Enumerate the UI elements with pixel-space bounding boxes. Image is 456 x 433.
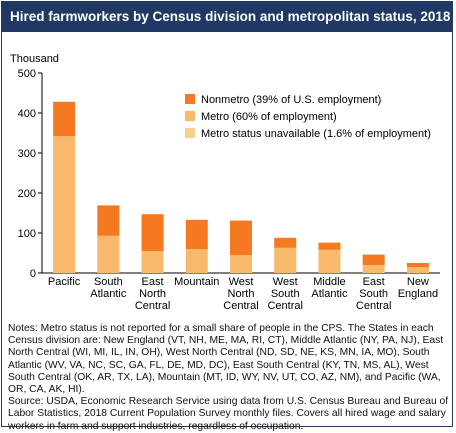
legend-label: Metro (60% of employment) bbox=[201, 111, 337, 123]
x-tick-label-line: Pacific bbox=[48, 276, 81, 288]
bar-segment bbox=[363, 255, 385, 265]
bar-segment bbox=[142, 251, 164, 273]
x-tick-label-line: East bbox=[142, 276, 164, 288]
x-tick-label-line: Mountain bbox=[174, 276, 219, 288]
bar-segment bbox=[186, 220, 208, 249]
legend-swatch bbox=[185, 94, 195, 104]
x-tick-label-line: Atlantic bbox=[311, 288, 348, 300]
bar-segment bbox=[186, 249, 208, 273]
bar-segment bbox=[142, 214, 164, 251]
x-tick-label-line: Central bbox=[356, 300, 391, 312]
legend-swatch bbox=[185, 111, 195, 121]
x-tick-label-line: Atlantic bbox=[90, 288, 127, 300]
x-tick-label-line: Central bbox=[135, 300, 170, 312]
y-tick-label: 100 bbox=[18, 228, 36, 240]
legend-swatch bbox=[185, 128, 195, 138]
bar-segment bbox=[53, 136, 75, 273]
bar-segment bbox=[274, 238, 296, 248]
legend-label: Metro status unavailable (1.6% of employ… bbox=[201, 128, 431, 140]
y-tick-label: 400 bbox=[18, 108, 36, 120]
x-tick-label-line: Central bbox=[267, 300, 302, 312]
x-tick-label-line: South bbox=[94, 276, 123, 288]
x-tick-label-line: New bbox=[407, 276, 429, 288]
x-tick-label: South Atlantic bbox=[90, 276, 127, 300]
x-tick-label-line: West bbox=[229, 276, 254, 288]
x-tick-label: Middle Atlantic bbox=[311, 276, 348, 300]
x-tick-label-line: East bbox=[363, 276, 385, 288]
x-tick-label: Mountain bbox=[174, 276, 219, 288]
x-tick-label: West North Central bbox=[223, 276, 258, 312]
x-tick-label: New England bbox=[398, 276, 438, 300]
y-tick-label: 500 bbox=[18, 68, 36, 80]
x-tick-label-line: South bbox=[271, 288, 300, 300]
x-tick-label-line: Central bbox=[223, 300, 258, 312]
x-tick-label-line: South bbox=[359, 288, 388, 300]
x-tick-label-line: North bbox=[139, 288, 166, 300]
x-tick-label: East North Central bbox=[135, 276, 170, 312]
bar-segment bbox=[407, 263, 429, 267]
y-tick-label: 0 bbox=[30, 268, 36, 280]
x-tick-label-line: North bbox=[228, 288, 255, 300]
bar-segment bbox=[230, 221, 252, 255]
x-tick-label-line: West bbox=[273, 276, 298, 288]
bar-segment bbox=[97, 236, 119, 273]
bar-segment bbox=[97, 205, 119, 235]
bar-segment bbox=[407, 267, 429, 273]
x-tick-label-line: Middle bbox=[313, 276, 345, 288]
y-axis-label: Thousand bbox=[10, 53, 59, 65]
x-tick-label: East South Central bbox=[356, 276, 391, 312]
y-tick-label: 300 bbox=[18, 148, 36, 160]
bar-segment bbox=[230, 255, 252, 273]
x-tick-label: West South Central bbox=[267, 276, 302, 312]
bar-segment bbox=[318, 250, 340, 273]
legend-label: Nonmetro (39% of U.S. employment) bbox=[201, 94, 381, 106]
bar-segment bbox=[274, 248, 296, 273]
bar-segment bbox=[363, 265, 385, 273]
x-tick-label-line: England bbox=[398, 288, 438, 300]
bar-segment bbox=[318, 243, 340, 250]
bar-segment bbox=[53, 102, 75, 136]
y-tick-label: 200 bbox=[18, 188, 36, 200]
x-tick-label: Pacific bbox=[48, 276, 81, 288]
